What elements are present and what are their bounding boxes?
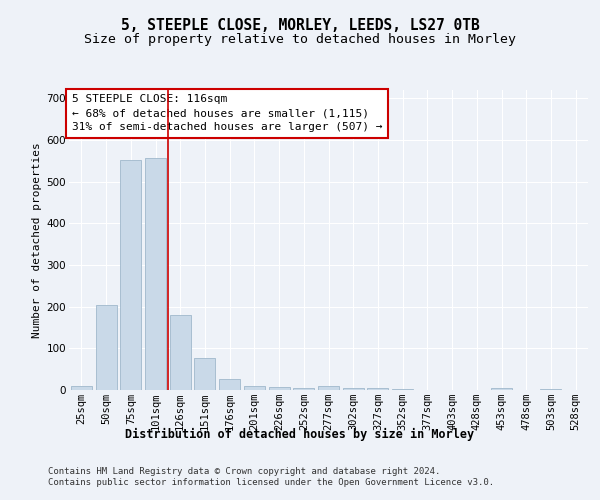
Bar bbox=[541, 389, 562, 390]
Bar bbox=[491, 388, 512, 390]
Bar bbox=[194, 358, 215, 390]
Bar bbox=[145, 158, 166, 390]
Bar bbox=[170, 315, 191, 390]
Bar bbox=[95, 306, 116, 390]
Bar bbox=[343, 388, 364, 390]
Text: Distribution of detached houses by size in Morley: Distribution of detached houses by size … bbox=[125, 428, 475, 440]
Bar bbox=[367, 388, 388, 390]
Bar bbox=[244, 386, 265, 390]
Bar bbox=[293, 388, 314, 390]
Bar bbox=[219, 379, 240, 390]
Text: Contains HM Land Registry data © Crown copyright and database right 2024.
Contai: Contains HM Land Registry data © Crown c… bbox=[48, 468, 494, 487]
Bar bbox=[318, 386, 339, 390]
Bar bbox=[120, 160, 141, 390]
Bar bbox=[71, 386, 92, 390]
Text: 5, STEEPLE CLOSE, MORLEY, LEEDS, LS27 0TB: 5, STEEPLE CLOSE, MORLEY, LEEDS, LS27 0T… bbox=[121, 18, 479, 32]
Text: 5 STEEPLE CLOSE: 116sqm
← 68% of detached houses are smaller (1,115)
31% of semi: 5 STEEPLE CLOSE: 116sqm ← 68% of detache… bbox=[71, 94, 382, 132]
Text: Size of property relative to detached houses in Morley: Size of property relative to detached ho… bbox=[84, 32, 516, 46]
Bar bbox=[392, 389, 413, 390]
Y-axis label: Number of detached properties: Number of detached properties bbox=[32, 142, 43, 338]
Bar bbox=[269, 387, 290, 390]
